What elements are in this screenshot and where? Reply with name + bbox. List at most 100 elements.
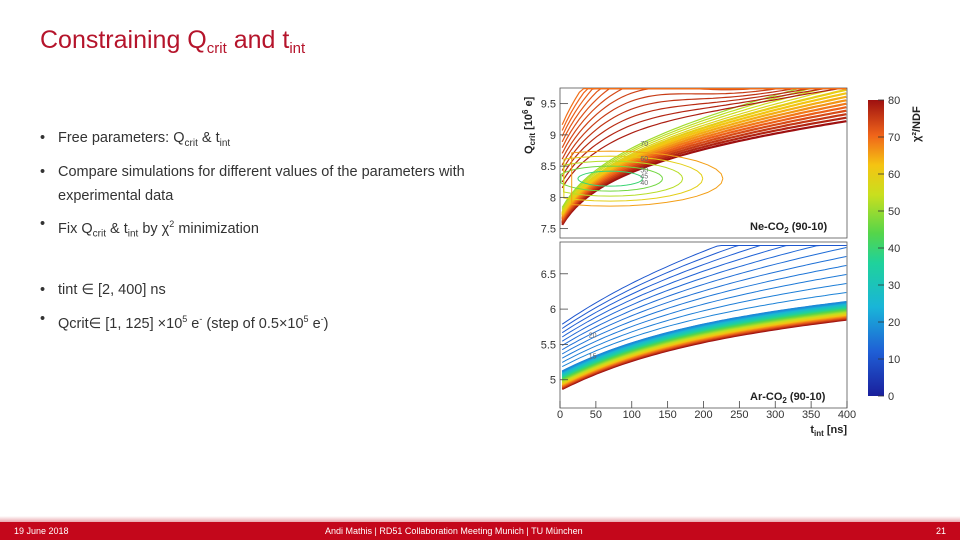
contour-line (561, 88, 847, 126)
y-tick-label: 9.5 (541, 99, 556, 111)
contour-line (561, 88, 847, 211)
bullet-text-part: 2 (169, 218, 175, 229)
contour-line (561, 116, 847, 225)
y-tick-label: 8 (550, 192, 556, 204)
x-tick-label: 400 (838, 409, 856, 421)
contour-line (561, 283, 847, 363)
colorbar-tick-label: 10 (888, 354, 900, 366)
contour-line (561, 88, 847, 210)
bullet-text-part: e (187, 315, 200, 332)
colorbar-tick-label: 0 (888, 391, 894, 403)
colorbar-tick-label: 50 (888, 206, 900, 218)
contour-label: 15 (589, 354, 597, 361)
y-tick-label: 9 (550, 130, 556, 142)
bullet-text-part: int (127, 228, 139, 240)
bullet-text-part: crit (92, 228, 106, 240)
colorbar-tick-label: 70 (888, 132, 900, 144)
bullet-text-part: crit (184, 137, 198, 149)
bullet-text-part: Free parameters: Q (58, 130, 185, 146)
bullet-text-part: e (308, 315, 321, 332)
contour-label: 70 (640, 141, 648, 148)
contour-label: 45 (640, 174, 648, 181)
y-tick-label: 5 (550, 375, 556, 387)
contour-line (561, 301, 847, 372)
bullet-text-part: 5 (303, 313, 309, 324)
contour-line (561, 265, 847, 355)
contour-line (561, 245, 847, 342)
colorbar-ticks: 0 10 20 30 40 50 60 70 80 χ²/NDF (878, 95, 923, 403)
contour-line (563, 155, 704, 202)
contour-line (561, 292, 847, 368)
footer-center-text: Andi Mathis | RD51 Collaboration Meeting… (325, 526, 583, 536)
x-tick-label: 250 (730, 409, 748, 421)
axis-ticks (559, 103, 848, 408)
x-tick-label: 50 (590, 409, 602, 421)
contour-line (561, 106, 847, 221)
colorbar-label: χ²/NDF (911, 106, 923, 142)
footer-shadow (0, 516, 960, 522)
footer-date: 19 June 2018 (14, 526, 69, 536)
footer-page-number: 21 (935, 526, 946, 536)
contour-label: 60 (640, 156, 648, 163)
bullet-text-part: tint ∈ [2, 400] ns (58, 281, 166, 298)
colorbar-tick-label: 40 (888, 243, 900, 255)
contour-line (561, 113, 847, 223)
bullet-chi2-minimization: Fix Qcrit & tint by χ2 minimization (40, 212, 510, 247)
x-tick-label: 350 (802, 409, 820, 421)
x-axis-title: tint [ns] (810, 424, 847, 438)
colorbar-tick-label: 20 (888, 317, 900, 329)
bullet-text-part: & t (197, 130, 220, 146)
bullet-text-part: ) (323, 315, 329, 332)
contour-line (561, 88, 847, 177)
y-tick-label: 6.5 (541, 269, 556, 281)
y-tick-label: 8.5 (541, 161, 556, 173)
colorbar-tick-label: 60 (888, 169, 900, 181)
x-tick-label: 100 (623, 409, 641, 421)
y-tick-label: 6 (550, 304, 556, 316)
bullet-text-part: - (199, 313, 203, 324)
bullet-text-part: minimization (174, 220, 259, 237)
chi2-heatmap-figure: 70 60 50 45 40 20 15 7.5 8 8.5 9 9.5 Ne-CO2 (90-10… (510, 82, 950, 442)
bullet-text-part: Fix Q (58, 220, 93, 237)
footer-bar: 19 June 2018 Andi Mathis | RD51 Collabor… (0, 522, 960, 540)
contour-line (561, 256, 847, 351)
bullet-text-part: by χ (138, 220, 170, 237)
bullet-tint-range: tint ∈ [2, 400] ns (40, 278, 510, 302)
contour-line (561, 88, 847, 183)
contour-line (561, 245, 847, 325)
contour-line (561, 99, 847, 218)
contour-label: 20 (589, 332, 597, 339)
contour-line (561, 120, 847, 226)
contour-label: 40 (640, 180, 648, 187)
y-tick-label: 7.5 (541, 224, 556, 236)
contour-line (561, 109, 847, 222)
x-tick-label: 300 (766, 409, 784, 421)
contour-line (561, 274, 847, 359)
x-tick-label: 0 (557, 409, 563, 421)
y-axis-title: Qcrit [106 e] (521, 96, 537, 154)
contour-line (571, 150, 724, 207)
bullet-text-part: Compare simulations for different values… (58, 163, 465, 204)
contour-line (561, 92, 847, 215)
contour-label: 50 (640, 167, 648, 174)
x-tick-label: 150 (658, 409, 676, 421)
panel-gas-label: Ar-CO2 (90-10) (750, 391, 826, 405)
slide-title: Constraining Qcrit and tint (40, 26, 306, 57)
bullet-text-part: Qcrit∈ [1, 125] ×10 (58, 315, 183, 332)
contour-line (561, 102, 847, 219)
y-tick-label: 5.5 (541, 339, 556, 351)
axis-labels: 7.5 8 8.5 9 9.5 Ne-CO2 (90-10) 5 5.5 6 6.5 Ar-CO2 … (521, 96, 856, 438)
x-tick-label: 200 (694, 409, 712, 421)
bullet-qcrit-range: Qcrit∈ [1, 125] ×105 e- (step of 0.5×105… (40, 307, 510, 336)
contour-line (561, 88, 847, 214)
colorbar-tick-label: 30 (888, 280, 900, 292)
bullet-free-parameters: Free parameters: Qcrit & tint (40, 126, 510, 156)
contour-line (560, 165, 664, 192)
bullet-text-part: & t (105, 220, 128, 237)
bullet-list: Free parameters: Qcrit & tint Compare si… (40, 126, 510, 335)
panel-gas-label: Ne-CO2 (90-10) (750, 221, 828, 235)
bullet-compare-simulations: Compare simulations for different values… (40, 160, 488, 208)
